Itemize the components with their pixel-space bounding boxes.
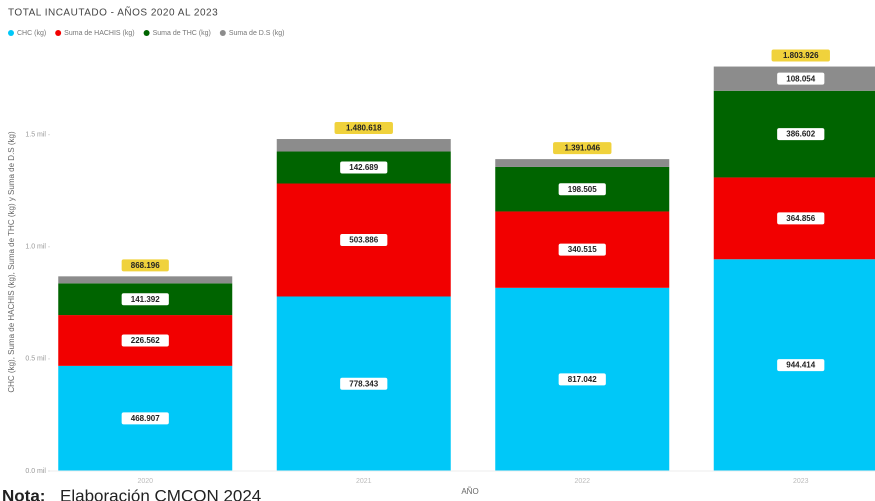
x-tick-label: 2023 — [793, 478, 809, 485]
x-axis-title: AÑO — [461, 487, 478, 496]
data-label-box — [558, 243, 606, 256]
total-label: 1.480.618 — [346, 124, 382, 133]
data-label: 817.042 — [568, 375, 597, 384]
data-label-box — [340, 377, 388, 390]
data-label: 142.689 — [349, 163, 378, 172]
total-label: 1.391.046 — [564, 144, 600, 153]
y-tick-label: 0.0 mil — [25, 468, 46, 475]
legend-label: Suma de THC (kg) — [153, 30, 211, 37]
data-label-box — [558, 183, 606, 196]
data-label: 141.392 — [131, 295, 160, 304]
data-label-box — [777, 212, 825, 225]
x-tick-label: 2022 — [574, 478, 590, 485]
data-label: 364.856 — [786, 214, 815, 223]
legend-swatch — [8, 30, 14, 36]
total-label: 868.196 — [131, 261, 160, 270]
data-label-box — [777, 72, 825, 85]
data-label: 778.343 — [349, 379, 378, 388]
chart-title: TOTAL INCAUTADO - AÑOS 2020 AL 2023 — [8, 6, 218, 19]
legend-swatch — [55, 30, 62, 36]
data-label: 226.562 — [131, 336, 160, 345]
legend-label: CHC (kg) — [17, 30, 46, 37]
data-label-box — [340, 161, 388, 174]
data-label: 386.602 — [786, 130, 815, 139]
data-label: 468.907 — [131, 414, 160, 423]
total-label: 1.803.926 — [783, 51, 819, 60]
data-label-box — [558, 373, 606, 386]
legend-swatch — [143, 30, 150, 36]
y-tick-label: 0.5 mil — [25, 356, 46, 363]
data-label-box — [340, 233, 388, 246]
x-tick-label: 2020 — [137, 478, 153, 485]
total-label-box — [771, 49, 830, 62]
x-tick-label: 2021 — [356, 478, 372, 485]
bar-segment — [58, 276, 233, 284]
footer-text: Elaboración CMCON 2024 — [60, 486, 261, 501]
data-label-box — [121, 412, 169, 425]
data-label-box — [121, 334, 169, 347]
legend-swatch — [219, 30, 226, 36]
data-label: 503.886 — [349, 236, 378, 245]
y-tick-label: 1.0 mil — [25, 244, 46, 251]
bar-segment — [276, 139, 451, 152]
total-label-box — [553, 142, 612, 155]
legend-label: Suma de D.S (kg) — [229, 30, 285, 37]
legend-label: Suma de HACHIS (kg) — [64, 30, 134, 37]
data-label: 340.515 — [568, 245, 597, 254]
data-label: 198.505 — [568, 185, 597, 194]
data-label-box — [777, 359, 825, 372]
y-axis-title: CHC (kg), Suma de HACHIS (kg), Suma de T… — [7, 131, 16, 393]
data-label-box — [121, 293, 169, 306]
bar-segment — [495, 159, 670, 167]
y-tick-label: 1.5 mil — [25, 132, 46, 139]
data-label: 108.054 — [786, 74, 815, 83]
data-label-box — [777, 128, 825, 141]
data-label: 944.414 — [786, 361, 815, 370]
total-label-box — [334, 122, 393, 135]
footer-label: Nota: — [2, 486, 45, 501]
total-label-box — [121, 259, 169, 272]
